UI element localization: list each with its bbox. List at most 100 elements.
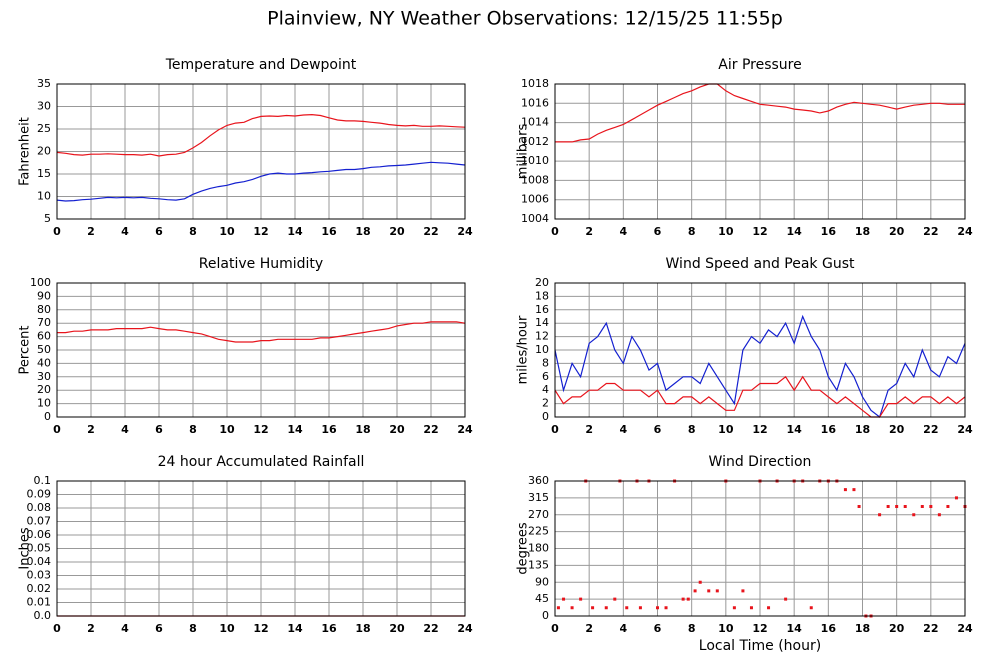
y-tick-label: 80 [37,303,51,316]
x-tick-label: 8 [189,225,197,238]
x-tick-label: 24 [457,423,473,436]
data-point [562,597,566,601]
x-tick-label: 6 [155,622,163,635]
x-tick-label: 16 [821,423,837,436]
x-tick-label: 8 [688,423,696,436]
data-point [625,606,629,610]
chart-title: Relative Humidity [199,256,323,272]
data-point [895,505,899,508]
data-point [604,606,608,610]
x-tick-label: 12 [253,225,268,238]
x-tick-label: 10 [219,622,235,635]
y-axis-label: Percent [18,326,33,375]
y-axis-label: miles/hour [516,315,531,384]
x-tick-label: 14 [787,622,803,635]
data-line [554,375,966,418]
x-tick-label: 18 [355,225,370,238]
y-tick-label: 0.01 [27,596,52,609]
y-tick-label: 360 [528,474,549,487]
y-tick-label: 20 [37,145,51,158]
y-tick-label: 1014 [521,116,549,129]
data-point [784,597,788,601]
y-tick-label: 0.0 [34,609,52,622]
data-point [929,505,933,508]
x-tick-label: 16 [321,622,337,635]
y-tick-label: 0 [542,410,549,423]
x-tick-label: 22 [423,622,438,635]
y-tick-label: 0.03 [27,569,52,582]
x-tick-label: 16 [321,225,337,238]
x-tick-label: 20 [389,225,405,238]
x-tick-label: 24 [457,622,473,635]
data-point [937,513,941,517]
x-tick-label: 20 [389,622,405,635]
y-tick-label: 0 [44,410,51,423]
x-tick-label: 12 [752,622,767,635]
x-tick-label: 6 [654,225,662,238]
y-tick-label: 35 [37,77,51,90]
y-tick-label: 90 [535,575,549,588]
y-axis-label: Inches [18,527,33,569]
data-point [613,597,617,601]
x-tick-label: 22 [923,423,938,436]
data-point [681,597,685,601]
y-tick-label: 20 [37,383,51,396]
x-tick-label: 2 [87,225,95,238]
x-tick-label: 10 [718,423,734,436]
y-tick-label: 0.07 [27,515,52,528]
y-tick-label: 90 [37,289,51,302]
data-point [946,505,950,508]
x-tick-label: 4 [121,225,129,238]
data-line [56,113,466,157]
x-tick-label: 2 [585,423,593,436]
y-tick-label: 20 [535,276,549,289]
y-tick-label: 25 [37,122,51,135]
x-tick-label: 18 [855,225,870,238]
data-line [555,83,965,143]
data-point [886,505,890,508]
x-tick-label: 4 [121,622,129,635]
x-tick-label: 6 [155,225,163,238]
y-tick-label: 1016 [521,96,549,109]
x-tick-label: 0 [53,423,61,436]
y-tick-label: 315 [528,491,549,504]
data-line [57,321,466,343]
x-tick-label: 4 [121,423,129,436]
data-point [903,505,907,508]
y-axis-label: Fahrenheit [18,117,33,186]
x-tick-label: 0 [551,225,559,238]
data-point [556,606,560,610]
data-point [686,597,690,601]
data-point [698,580,702,584]
x-tick-label: 18 [355,423,370,436]
y-tick-label: 12 [535,330,549,343]
y-axis-label: degrees [516,522,531,575]
x-tick-label: 24 [957,225,973,238]
x-tick-label: 14 [287,423,303,436]
x-tick-label: 12 [253,622,268,635]
plot-frame [554,480,966,617]
data-point [707,589,711,593]
x-tick-label: 4 [620,225,628,238]
y-tick-label: 0.05 [27,542,52,555]
y-tick-label: 100 [30,276,51,289]
x-tick-label: 12 [253,423,268,436]
y-tick-label: 1006 [521,193,549,206]
x-tick-label: 8 [688,225,696,238]
y-tick-label: 50 [37,343,51,356]
plot-frame [56,480,466,617]
chart-title: Wind Speed and Peak Gust [666,256,855,272]
x-tick-label: 2 [585,622,593,635]
y-tick-label: 45 [535,592,549,605]
y-tick-label: 0.09 [27,488,52,501]
x-tick-label: 6 [654,622,662,635]
x-tick-label: 24 [957,622,973,635]
data-point [664,606,668,610]
x-tick-label: 8 [189,423,197,436]
x-tick-label: 20 [889,225,905,238]
x-tick-label: 0 [53,225,61,238]
x-tick-label: 24 [457,225,473,238]
x-tick-label: 10 [219,225,235,238]
page-title: Plainview, NY Weather Observations: 12/1… [267,8,783,30]
